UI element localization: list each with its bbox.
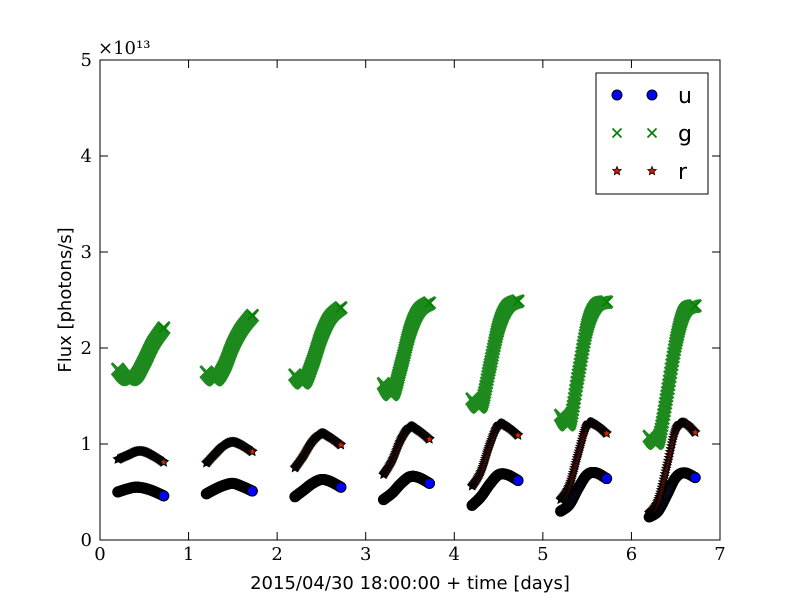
series-r-end-point: [601, 427, 612, 438]
series-g-segment: [553, 295, 614, 432]
legend-label-g: g: [678, 122, 692, 147]
y-scale-label: ×10¹³: [98, 38, 150, 59]
series-u-segment: [289, 473, 347, 503]
series-u-end-point: [601, 473, 613, 485]
x-axis-label: 2015/04/30 18:00:00 + time [days]: [250, 573, 570, 594]
series-u-segment: [112, 481, 170, 502]
legend-marker-r: [611, 165, 623, 176]
x-tick-label: 2: [271, 544, 282, 565]
series-r-end-point: [247, 446, 258, 457]
series-r-end-point: [335, 439, 347, 450]
series-g-end-point: [690, 300, 701, 311]
x-tick-label: 1: [183, 544, 194, 565]
axis-ticks: 0 1 2 3 4 5 6 7 0 1 2 3 4 5: [81, 50, 726, 565]
series-g-end-point: [158, 322, 169, 333]
series-g-end-point: [424, 297, 435, 308]
series-g-segment: [376, 295, 437, 402]
series-u-end-point: [689, 472, 701, 484]
legend-item-r: r: [611, 160, 688, 185]
legend-item-u: u: [611, 84, 692, 109]
series-u-end-point: [512, 474, 524, 486]
series-r-end-point: [512, 429, 524, 440]
x-tick-label: 6: [626, 544, 637, 565]
legend-marker-u: [611, 89, 623, 101]
series-r-end-point: [158, 456, 170, 467]
x-tick-label: 0: [94, 544, 105, 565]
x-tick-label: 4: [449, 544, 460, 565]
plot-frame: [99, 59, 721, 541]
series-g-segment: [199, 308, 260, 387]
legend-item-g: g: [611, 122, 692, 147]
legend-marker-r: [646, 165, 658, 176]
x-tick-label: 7: [714, 544, 725, 565]
series-g-end-point: [247, 310, 258, 321]
series-u-end-point: [335, 481, 347, 493]
legend: ugr: [595, 72, 709, 195]
chart-marks: [110, 294, 703, 523]
series-r: [112, 416, 701, 518]
series-g-segment: [465, 294, 525, 414]
x-tick-label: 5: [537, 544, 548, 565]
legend-marker-u: [646, 89, 658, 101]
series-g-end-point: [512, 295, 524, 307]
legend-marker-g: [611, 127, 623, 139]
series-u-end-point: [423, 477, 435, 489]
legend-label-r: r: [678, 160, 688, 185]
series-r-segment: [466, 418, 524, 491]
y-tick-label: 2: [81, 338, 92, 359]
y-tick-label: 5: [81, 50, 92, 71]
legend-label-u: u: [678, 84, 692, 109]
legend-marker-g: [646, 127, 658, 139]
series-g: [110, 294, 703, 451]
series-r-end-point: [424, 433, 435, 444]
series-u-end-point: [158, 490, 170, 502]
y-tick-label: 0: [81, 530, 92, 551]
series-r-end-point: [689, 426, 701, 437]
series-g-segment: [110, 320, 171, 387]
series-g-end-point: [335, 302, 346, 313]
y-axis-label: Flux [photons/s]: [55, 227, 76, 372]
y-tick-label: 1: [81, 434, 92, 455]
series-g-end-point: [601, 296, 612, 307]
y-tick-label: 4: [81, 146, 92, 167]
series-u-end-point: [246, 485, 258, 497]
y-tick-label: 3: [81, 242, 92, 263]
series-r-segment: [378, 420, 435, 480]
x-tick-label: 3: [360, 544, 371, 565]
